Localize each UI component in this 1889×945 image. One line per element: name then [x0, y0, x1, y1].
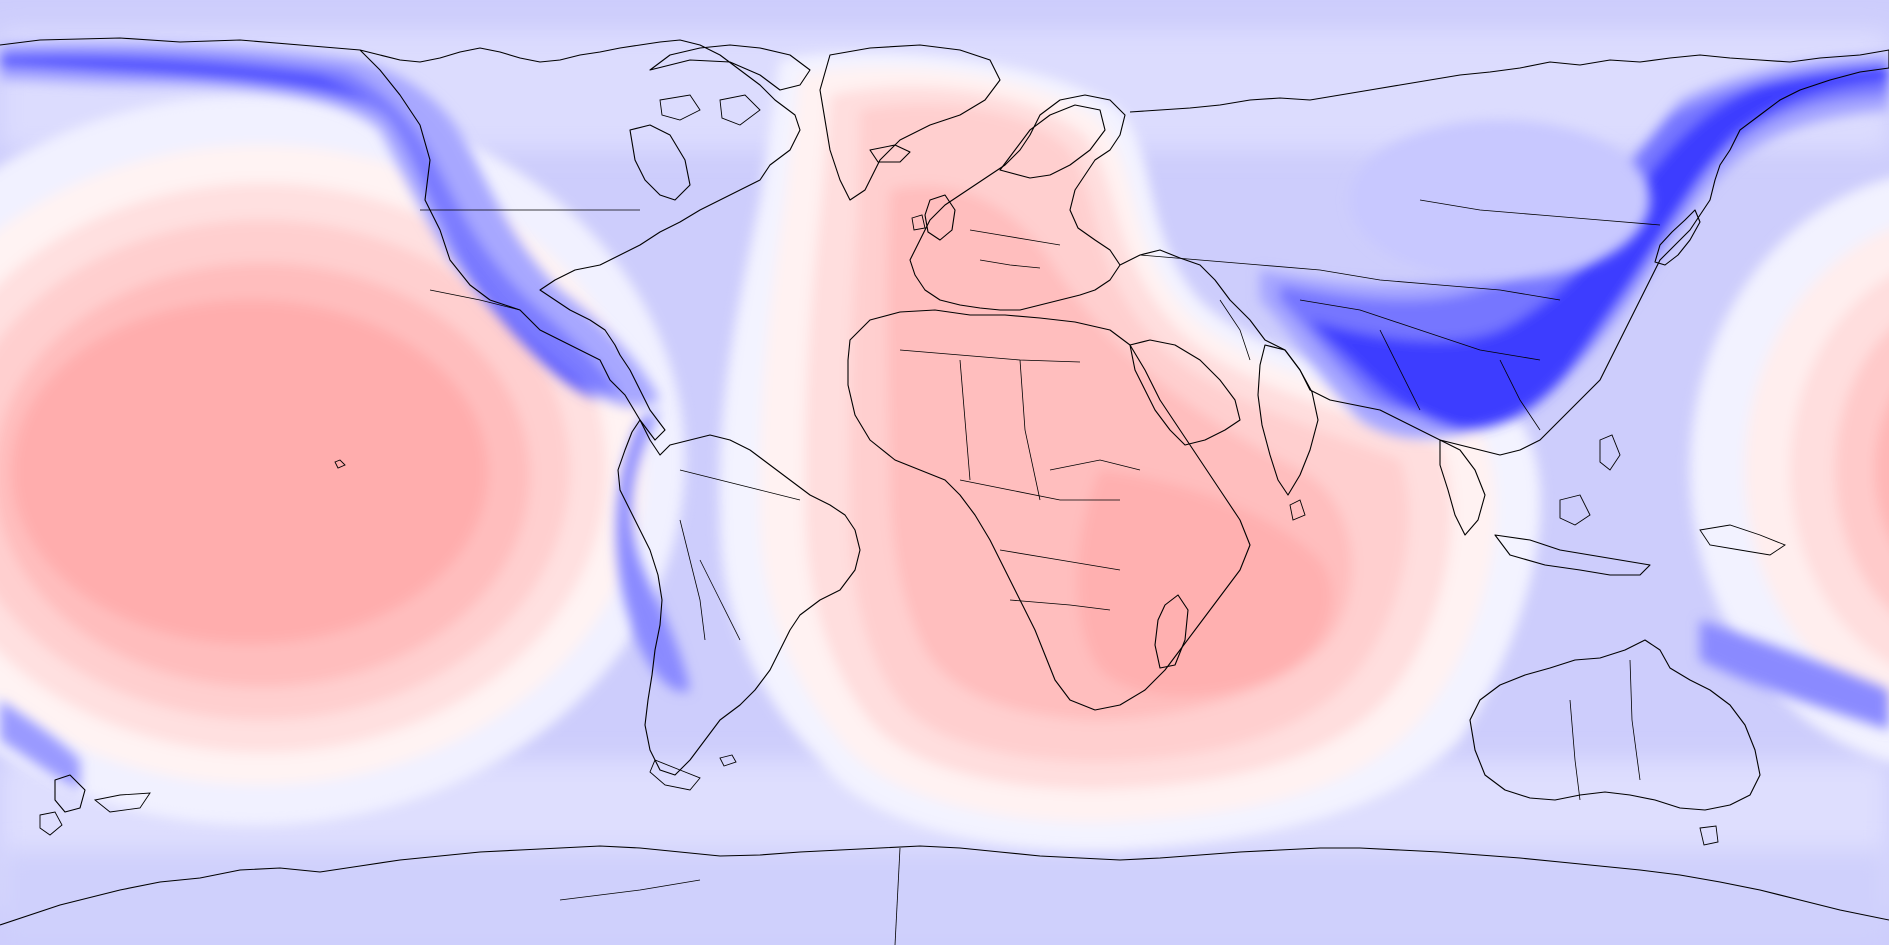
country-borders: [420, 199, 1661, 801]
asia-light: [1350, 120, 1650, 280]
east-pacific-anomaly: [1690, 178, 1889, 762]
coast-tasmania: [1699, 825, 1719, 846]
coastlines: [0, 37, 1889, 945]
coast-scandinavia: [999, 104, 1106, 179]
coast-australia: [1469, 639, 1761, 811]
coast-arctic-islands: [649, 44, 811, 91]
coast-japan: [1654, 209, 1701, 266]
band-bottom: [0, 850, 1889, 945]
coast-indochina: [1439, 439, 1486, 536]
coast-uk: [924, 194, 956, 241]
coast-asia: [1119, 49, 1889, 456]
coast-arabia: [1129, 339, 1241, 446]
coast-north-america: [0, 37, 801, 441]
coast-hudson-bay: [629, 124, 691, 201]
coast-africa: [847, 309, 1251, 711]
coast-europe: [909, 94, 1126, 311]
coast-new-zealand: [54, 774, 86, 813]
coast-antarctica: [0, 845, 1889, 926]
coast-hawaii: [334, 459, 346, 469]
coast-indonesia: [1494, 534, 1651, 576]
coast-india: [1257, 344, 1319, 496]
coast-greenland: [819, 44, 1001, 201]
africa-anomaly: [719, 52, 1541, 851]
coast-iceland: [869, 144, 911, 163]
coast-madagascar: [1154, 594, 1189, 669]
coast-south-america: [617, 419, 861, 776]
